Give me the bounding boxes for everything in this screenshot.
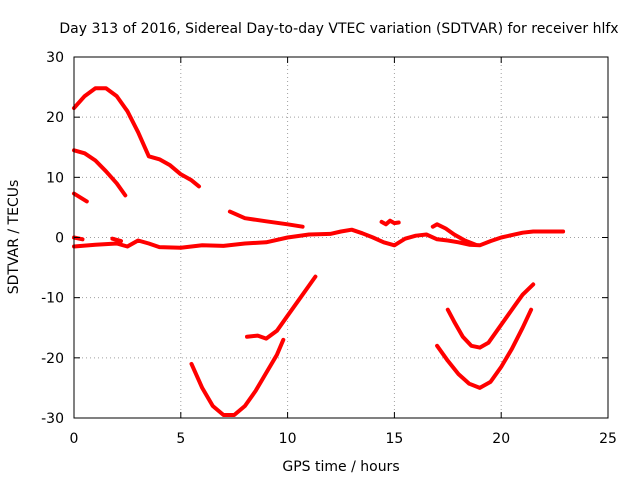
series-arc-8 bbox=[445, 282, 536, 350]
y-tick-label: 0 bbox=[55, 231, 64, 247]
x-axis-label: GPS time / hours bbox=[282, 459, 399, 475]
x-tick-label: 25 bbox=[599, 431, 617, 447]
series-arc-4 bbox=[227, 209, 305, 229]
series-arc-7 bbox=[435, 307, 534, 390]
y-tick-label: -30 bbox=[41, 411, 64, 427]
y-tick-label: 10 bbox=[46, 170, 64, 186]
x-tick-label: 15 bbox=[385, 431, 403, 447]
series-bump-d bbox=[430, 222, 478, 247]
x-tick-label: 20 bbox=[492, 431, 510, 447]
series-arc-5 bbox=[189, 337, 286, 417]
series-arc-1 bbox=[72, 86, 201, 189]
ticks bbox=[73, 56, 609, 419]
series-arc-2 bbox=[72, 148, 128, 198]
tick-labels: 0 5 10 15 20 25 -30 -20 -10 0 10 20 30 bbox=[41, 50, 617, 447]
series-arc-3 bbox=[72, 191, 89, 204]
x-tick-label: 10 bbox=[279, 431, 297, 447]
y-tick-label: 30 bbox=[46, 50, 64, 66]
y-tick-label: -20 bbox=[41, 351, 64, 367]
x-tick-label: 0 bbox=[70, 431, 79, 447]
y-tick-label: -10 bbox=[41, 291, 64, 307]
series-arc-6 bbox=[245, 274, 318, 341]
y-tick-label: 20 bbox=[46, 110, 64, 126]
series-bump-c bbox=[379, 218, 401, 227]
x-tick-label: 5 bbox=[176, 431, 185, 447]
y-axis-label: SDTVAR / TECUs bbox=[6, 180, 22, 295]
series-bump-b bbox=[110, 236, 123, 244]
chart-title: Day 313 of 2016, Sidereal Day-to-day VTE… bbox=[59, 21, 618, 37]
series-baseline bbox=[72, 227, 566, 250]
